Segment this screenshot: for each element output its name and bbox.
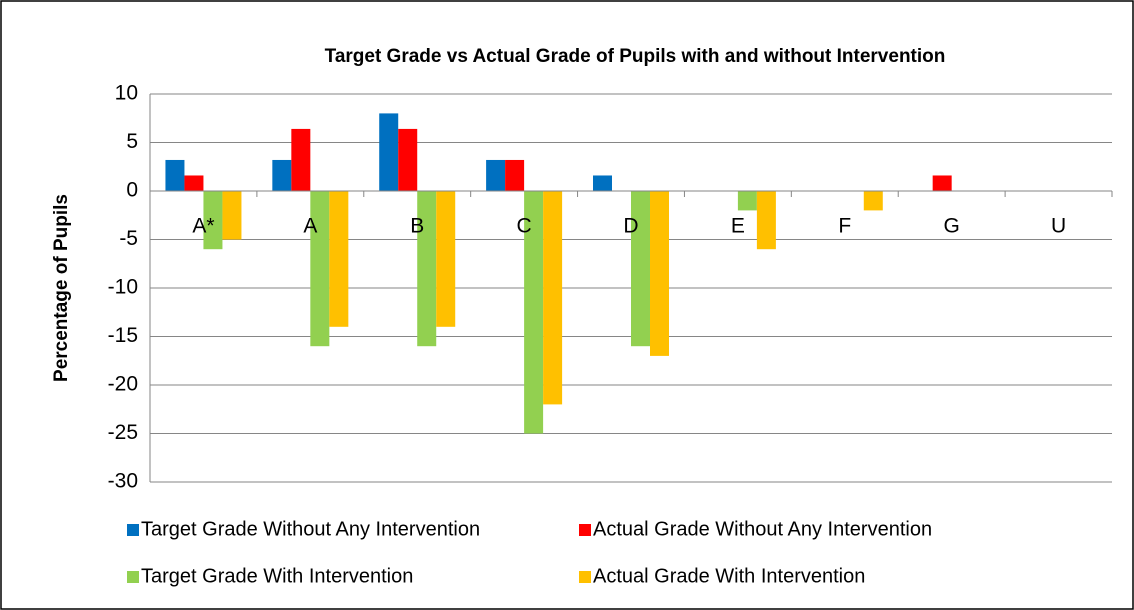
y-tick-label: 0 [126,179,138,202]
legend-label: Target Grade Without Any Intervention [141,518,480,540]
x-tick-label: F [838,215,851,238]
x-tick-label: A [303,215,317,238]
x-tick-label: A* [192,215,214,238]
legend-label: Actual Grade Without Any Intervention [593,518,932,540]
y-tick-label: -10 [108,276,138,299]
legend-label: Target Grade With Intervention [141,565,413,587]
bar [486,159,506,191]
x-tick-label: D [623,215,638,238]
bar [756,191,776,250]
bar [593,175,612,191]
y-tick-label: -5 [119,227,138,250]
bar [329,191,349,327]
bar [398,128,418,191]
y-axis-label: Percentage of Pupils [51,194,72,382]
x-tick-label: C [517,215,532,238]
bar [436,191,456,327]
bar [650,191,669,356]
bar [203,191,223,250]
y-tick-label: -25 [108,421,138,444]
y-tick-label: -15 [108,324,138,347]
bar [165,159,185,191]
x-tick-label: E [731,215,745,238]
bar [310,191,330,347]
x-tick-label: B [410,215,424,238]
bar [379,113,399,191]
legend-swatch [127,571,139,583]
bar [543,191,563,405]
bar [222,191,242,240]
bar [505,159,525,191]
legend-swatch [579,571,591,583]
bar [631,191,650,347]
bar [184,175,204,191]
y-tick-label: -20 [108,373,138,396]
bar [417,191,437,347]
y-tick-label: -30 [108,470,138,493]
chart-title: Target Grade vs Actual Grade of Pupils w… [325,46,946,67]
bar [737,191,757,211]
bar [272,159,292,191]
legend-label: Actual Grade With Intervention [593,565,865,587]
x-tick-label: G [943,215,959,238]
legend-swatch [579,524,591,536]
bar [291,128,311,191]
bar [863,191,883,211]
bar [932,175,952,191]
bar [524,191,544,434]
y-tick-label: 10 [115,82,138,105]
x-tick-label: U [1051,215,1066,238]
y-tick-label: 5 [126,130,138,153]
legend-swatch [127,524,139,536]
